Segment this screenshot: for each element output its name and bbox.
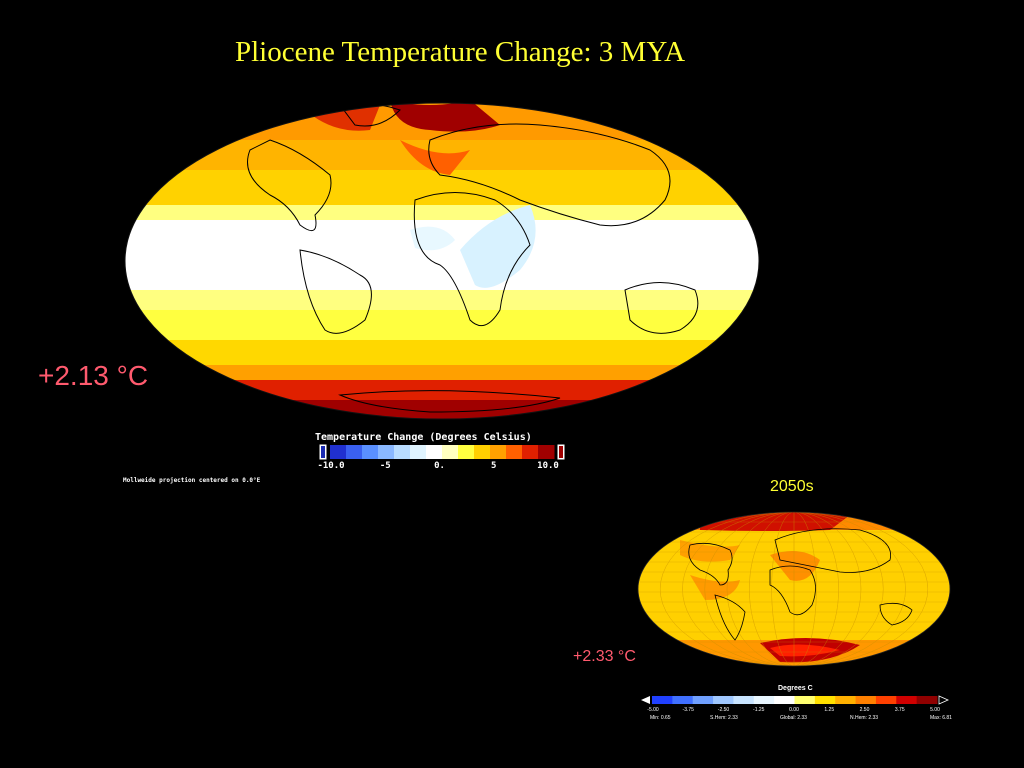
pliocene-colorbar-tick-label: 0. <box>434 461 445 471</box>
projection-2050s-colorbar-tick-label: -1.25 <box>753 707 765 713</box>
colorbar-swatch <box>410 445 427 459</box>
grid-meridian <box>749 512 839 666</box>
colorbar-swatch <box>474 445 491 459</box>
projection-2050s-colorbar-tick-label: 0.00 <box>789 707 799 713</box>
colorbar-swatch <box>692 696 714 704</box>
colorbar-swatch <box>522 445 539 459</box>
projection-2050s-stat: Max: 6.81 <box>930 715 952 721</box>
colorbar-swatch <box>506 445 523 459</box>
colorbar-swatch <box>753 696 775 704</box>
colorbar-swatch <box>490 445 507 459</box>
projection-2050s-colorbar-tick-label: 2.50 <box>859 707 870 713</box>
pliocene-map-outline <box>124 102 760 420</box>
colorbar-swatch <box>855 696 877 704</box>
colorbar-swatch <box>426 445 443 459</box>
projection-2050s-grid <box>638 512 950 666</box>
projection-2050s-colorbar-tick-label: -5.00 <box>647 707 659 713</box>
projection-2050s-stat: N.Hem: 2.33 <box>850 715 879 721</box>
colorbar-swatch <box>330 445 347 459</box>
grid-meridian <box>659 512 929 666</box>
projection-2050s-map <box>638 512 950 666</box>
colorbar-swatch <box>713 696 734 704</box>
colorbar-swatch <box>835 696 857 704</box>
projection-2050s-anomaly: +2.33 °C <box>573 648 636 665</box>
colorbar-swatch <box>794 696 816 704</box>
projection-note: Mollweide projection centered on 0.0°E <box>123 477 261 484</box>
grid-meridian <box>704 512 884 666</box>
colorbar-swatch <box>814 696 836 704</box>
page-title: Pliocene Temperature Change: 3 MYA <box>234 36 686 68</box>
pliocene-colorbar-tick-label: -10.0 <box>317 461 345 471</box>
pliocene-anomaly: +2.13 °C <box>38 360 149 391</box>
pliocene-coastlines <box>247 103 699 413</box>
pliocene-colorbar-tick-label: -5 <box>379 461 391 471</box>
colorbar-swatch <box>916 696 938 704</box>
projection-2050s-stat: Global: 2.33 <box>780 715 807 721</box>
grid-meridian <box>726 512 862 666</box>
projection-2050s-colorbar-tick-label: -2.50 <box>717 707 730 713</box>
colorbar-swatch <box>672 696 694 704</box>
pliocene-colorbar-title: Temperature Change (Degrees Celsius) <box>315 432 532 443</box>
projection-2050s-stat: S.Hem: 2.33 <box>710 715 738 721</box>
colorbar-swatch <box>875 696 897 704</box>
pliocene-map <box>125 103 759 419</box>
grid-meridian <box>682 512 906 666</box>
colorbar-swatch <box>394 445 411 459</box>
colorbar-swatch <box>442 445 459 459</box>
projection-2050s-colorbar-tick-label: 1.25 <box>824 707 835 713</box>
projection-2050s-colorbar <box>641 695 949 705</box>
projection-2050s-colorbar-tick-label: 3.75 <box>894 707 905 713</box>
colorbar-swatch <box>774 696 795 704</box>
pliocene-colorbar <box>319 444 565 460</box>
colorbar-swatch <box>733 696 755 704</box>
colorbar-swatch <box>378 445 395 459</box>
colorbar-swatch <box>346 445 363 459</box>
colorbar-swatch <box>458 445 475 459</box>
projection-2050s-coastlines <box>688 528 913 641</box>
projection-2050s-colorbar-tick-label: 5.00 <box>930 707 940 713</box>
projection-2050s-map-outline <box>637 511 951 667</box>
colorbar-swatch <box>538 445 555 459</box>
projection-2050s-colorbar-tick-label: -3.75 <box>682 707 694 713</box>
colorbar-swatch <box>652 696 673 704</box>
projection-2050s-label: 2050s <box>770 478 814 495</box>
pliocene-colorbar-tick-label: 10.0 <box>537 461 559 471</box>
projection-2050s-colorbar-title: Degrees C <box>778 685 813 692</box>
grid-meridian <box>771 512 817 666</box>
pliocene-colorbar-tick-label: 5 <box>491 461 497 471</box>
colorbar-swatch <box>896 696 918 704</box>
projection-2050s-stat: Min: 0.65 <box>650 715 671 721</box>
colorbar-swatch <box>362 445 379 459</box>
